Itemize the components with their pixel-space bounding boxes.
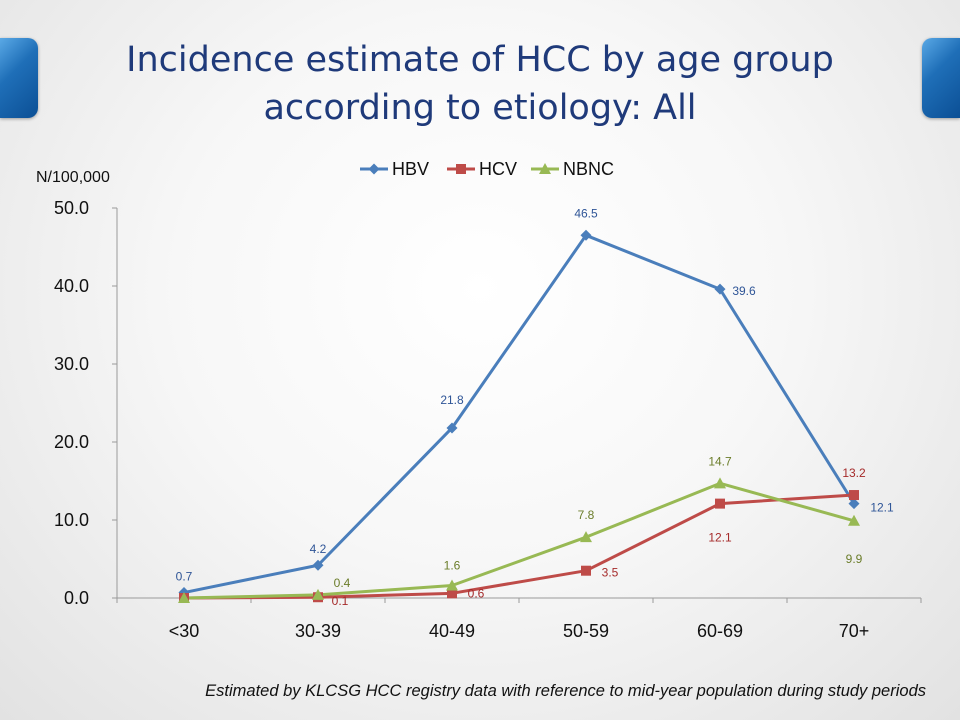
data-point-nbnc: [714, 477, 726, 489]
y-tick-label: 0.0: [64, 588, 89, 608]
chart-plot-area: 0.7 4.2 21.8 46.5 39.6 12.1 0.1 0.6 3.5 12.1 13.2 0…: [176, 206, 894, 608]
legend-label: HCV: [479, 159, 517, 179]
series-line-hcv: [183, 493, 855, 600]
data-label-nbnc: 9.9: [846, 552, 863, 566]
data-point-hcv: [447, 588, 457, 599]
data-label-hbv: 0.7: [176, 570, 193, 584]
right-slide-tab: [922, 38, 960, 118]
data-label-hbv: 21.8: [440, 393, 464, 407]
x-tick-label: 70+: [839, 621, 870, 641]
x-tick-label: 40-49: [429, 621, 475, 641]
data-point-nbnc: [446, 579, 458, 591]
data-point-hcv: [715, 498, 725, 509]
data-point-hbv: [446, 422, 458, 434]
data-label-nbnc: 7.8: [578, 508, 595, 522]
data-label-hcv: 0.1: [332, 594, 349, 608]
data-point-hbv: [580, 229, 592, 241]
y-tick-label: 30.0: [54, 354, 89, 374]
left-slide-tab: [0, 38, 38, 118]
data-point-nbnc: [580, 531, 592, 543]
chart-axes: 0.0 10.0 20.0 30.0 40.0 50.0 <30 30-39 40-49 50-5…: [54, 198, 922, 641]
data-label-hcv: 12.1: [708, 531, 732, 545]
y-tick-label: 10.0: [54, 510, 89, 530]
chart-legend: HBV HCV NBNC: [360, 159, 614, 179]
series-line-nbnc: [183, 481, 855, 600]
series-line-hbv: [183, 233, 856, 595]
data-point-hbv: [312, 559, 324, 571]
data-point-hcv: [849, 490, 859, 501]
x-tick-label: 30-39: [295, 621, 341, 641]
y-axis-label: N/100,000: [36, 169, 110, 186]
y-tick-label: 40.0: [54, 276, 89, 296]
data-point-hbv: [714, 283, 726, 295]
data-label-hcv: 0.6: [468, 586, 485, 600]
x-tick-label: <30: [169, 621, 200, 641]
x-tick-label: 50-59: [563, 621, 609, 641]
x-tick-label: 60-69: [697, 621, 743, 641]
title-line-2: according to etiology: All: [263, 88, 697, 128]
data-label-hbv: 4.2: [310, 542, 327, 556]
data-label-nbnc: 0.4: [334, 576, 351, 590]
data-point-hbv: [848, 498, 860, 510]
data-point-nbnc: [312, 588, 324, 600]
legend-item-hbv: HBV: [360, 159, 429, 179]
data-label-hcv: 13.2: [842, 466, 866, 480]
data-label-hbv: 39.6: [732, 284, 756, 298]
data-label-nbnc: 1.6: [444, 559, 461, 573]
footnote: Estimated by KLCSG HCC registry data wit…: [205, 682, 926, 700]
data-label-hbv: 12.1: [870, 501, 894, 515]
data-label-hcv: 3.5: [602, 566, 619, 580]
legend-marker: [456, 164, 466, 174]
data-label-nbnc: 14.7: [708, 454, 732, 468]
legend-marker: [368, 163, 380, 175]
legend-item-hcv: HCV: [447, 159, 517, 179]
y-tick-label: 20.0: [54, 432, 89, 452]
data-point-nbnc: [178, 592, 190, 603]
legend-item-nbnc: NBNC: [531, 159, 614, 179]
slide-title: Incidence estimate of HCC by age group a…: [0, 36, 960, 132]
data-point-hcv: [581, 565, 591, 576]
title-line-1: Incidence estimate of HCC by age group: [126, 40, 834, 80]
data-label-hbv: 46.5: [574, 206, 598, 220]
legend-label: NBNC: [563, 159, 614, 179]
legend-marker: [539, 163, 551, 174]
data-point-nbnc: [848, 514, 860, 526]
legend-label: HBV: [392, 159, 429, 179]
y-tick-label: 50.0: [54, 198, 89, 218]
